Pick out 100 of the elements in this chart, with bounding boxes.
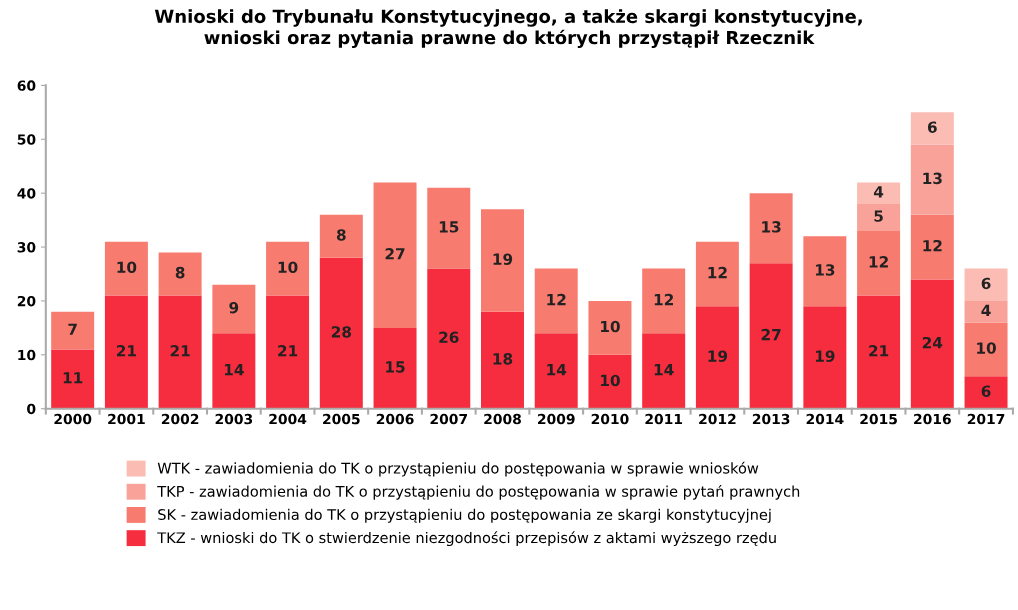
data-label: 28 [331,326,351,338]
y-tick-label: 0 [27,403,36,415]
x-tick-label: 2013 [752,413,790,425]
bar [212,284,256,334]
data-label: 14 [654,364,674,376]
data-label: 11 [63,372,83,384]
data-label: 21 [278,345,298,357]
x-tick-label: 2007 [430,413,467,425]
y-tick-label: 50 [17,134,36,145]
data-label: 15 [386,361,405,373]
bar [319,257,363,409]
data-label: 10 [117,261,137,274]
bar [158,252,202,296]
data-label: 9 [229,301,239,314]
bar [857,295,901,409]
bar [910,112,954,145]
bar [695,241,739,307]
data-label: 6 [981,385,991,397]
data-label: 21 [116,345,136,357]
data-label: 21 [869,345,889,357]
x-tick-label: 2012 [699,413,736,425]
bar [642,333,686,409]
legend-label: WTK - zawiadomienia do TK o przystąpieniu do postępowania w sprawie wniosków [157,461,759,477]
bar [51,349,95,409]
data-label: 13 [815,264,835,276]
data-label: 6 [927,121,937,133]
bar [212,333,256,409]
y-tick-label: 10 [18,349,36,361]
bar [588,300,632,355]
data-label: 10 [278,261,298,274]
x-tick-label: 2005 [323,413,360,425]
data-label: 27 [761,328,781,341]
bar [373,327,417,409]
bar [319,214,363,258]
bar [534,333,578,409]
data-label: 26 [439,331,459,344]
y-tick-label: 60 [17,80,36,91]
bar [427,268,471,409]
data-label: 19 [493,253,513,265]
bar [373,182,417,328]
legend-label: TKZ - wnioski do TK o stwierdzenie niezgodności przepisów z aktami wyższego rzędu [157,531,776,547]
bar [104,295,148,409]
bar [481,209,524,312]
bar [104,241,148,296]
bar [266,241,310,296]
x-tick-label: 2016 [914,413,951,425]
bar [266,295,310,409]
bar [803,306,847,409]
x-tick-label: 2004 [269,413,307,425]
y-tick-label: 20 [17,295,36,307]
data-label: 10 [601,374,620,387]
chart-title: Wnioski do Trybunału Konstytucyjnego, a także skargi konstytucyjne, wnioski oraz pytania prawne do których przystąpił Rzecznik [154,9,862,48]
x-tick-label: 2003 [215,413,253,425]
bar [695,306,739,409]
data-label: 4 [873,186,884,198]
bar [964,376,1008,409]
x-tick-label: 2015 [860,413,897,425]
data-label: 12 [547,293,566,306]
data-label: 13 [762,221,781,233]
bar [964,268,1008,301]
x-tick-label: 2001 [108,413,145,425]
data-label: 15 [439,221,459,233]
bar [803,236,847,307]
legend-label: SK - zawiadomienia do TK o przystąpieniu do postępowania ze skargi konstytucyjnej [158,508,771,523]
data-label: 19 [815,350,835,362]
x-tick-label: 2010 [591,413,629,425]
bar [857,230,901,296]
data-label: 10 [601,320,620,333]
bar [749,263,793,409]
data-label: 18 [493,353,513,365]
bar [534,268,578,334]
x-tick-label: 2000 [54,413,92,425]
bar [910,144,954,215]
bar [51,311,95,350]
bar [857,203,901,231]
bar [588,354,632,409]
bar [642,268,686,334]
bar [910,214,954,280]
data-label: 10 [977,342,996,354]
bar [749,193,793,264]
bar [857,182,901,204]
data-label: 7 [68,323,77,335]
data-label: 5 [874,210,883,222]
data-label: 12 [708,266,727,279]
data-label: 4 [981,304,991,316]
x-tick-label: 2006 [376,413,414,425]
bar [481,311,524,409]
data-label: 13 [923,172,942,185]
data-label: 12 [654,293,673,306]
y-tick-label: 30 [17,242,36,253]
data-label: 14 [224,364,244,376]
legend-label: TKP - zawiadomienia do TK o przystąpieniu do postępowania w sprawie pytań prawnych [157,484,800,500]
x-tick-label: 2009 [537,413,575,425]
data-label: 24 [922,336,943,349]
data-label: 12 [869,256,888,268]
y-tick-label: 40 [17,188,36,199]
x-tick-label: 2011 [645,413,683,425]
data-label: 8 [336,229,346,241]
bar [964,322,1008,377]
data-label: 14 [547,364,567,376]
